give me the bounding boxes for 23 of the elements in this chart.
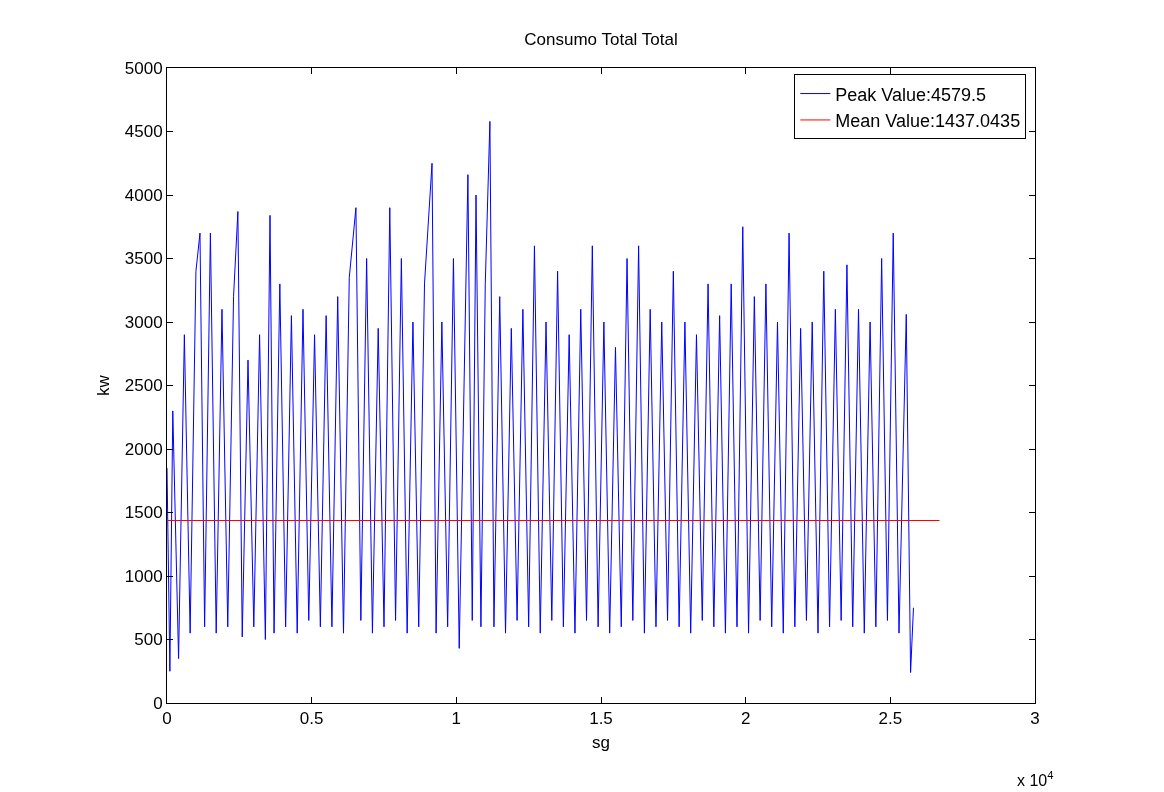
- x-tick-label: 1: [451, 709, 462, 729]
- y-axis-title: kw: [94, 374, 114, 396]
- text: x 10$^{4}$: [1017, 769, 1054, 789]
- chart-title: Consumo Total Total: [524, 30, 678, 49]
- y-tick-label: 0: [153, 693, 163, 713]
- legend-label: Peak Value:4579.5: [835, 84, 987, 105]
- y-tick-label: 4000: [124, 185, 163, 205]
- legend-label: Mean Value:1437.0435: [835, 110, 1021, 131]
- y-tick-label: 5000: [124, 58, 163, 78]
- y-tick-label: 1000: [124, 566, 163, 586]
- y-tick-label: 1500: [124, 503, 163, 523]
- x-axis-title: sg: [592, 732, 610, 752]
- y-tick-label: 2500: [124, 376, 163, 396]
- x-tick-label: 0.5: [299, 709, 324, 729]
- y-tick-label: 3000: [124, 312, 163, 332]
- x-tick-label: 3: [1030, 709, 1040, 729]
- x-tick-label: 2: [740, 709, 751, 729]
- x-tick-label: 2.5: [878, 709, 903, 729]
- y-tick-label: 4500: [124, 122, 163, 142]
- y-tick-label: 2000: [124, 439, 163, 459]
- y-tick-label: 3500: [124, 249, 163, 269]
- x-tick-label: 1.5: [589, 709, 613, 729]
- y-tick-label: 500: [134, 630, 163, 650]
